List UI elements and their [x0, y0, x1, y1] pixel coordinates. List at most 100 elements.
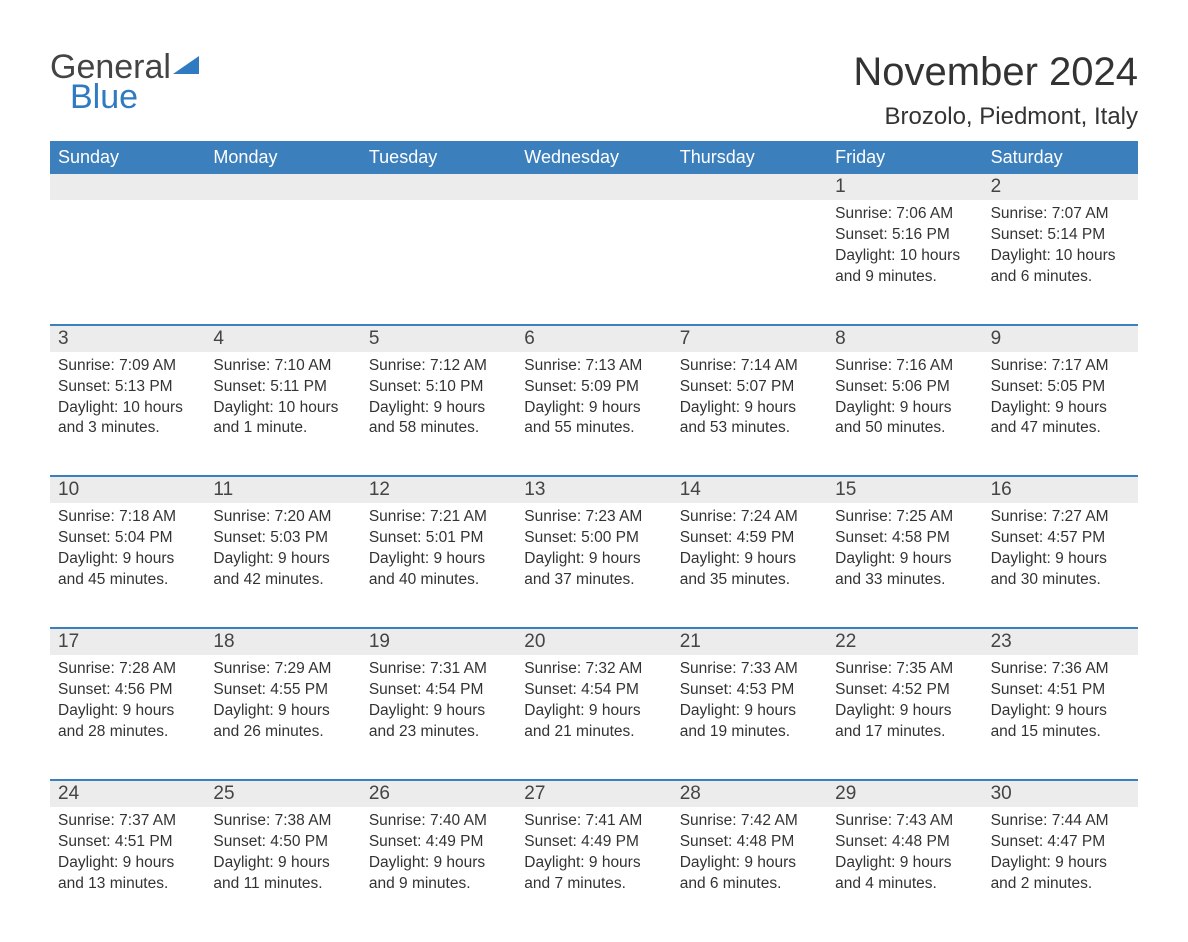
day-number: 28	[672, 781, 827, 807]
day-info-line: Sunrise: 7:27 AM	[991, 507, 1130, 528]
day-info-line: Sunrise: 7:17 AM	[991, 356, 1130, 377]
day-number	[361, 174, 516, 200]
day-info-line: Daylight: 9 hours	[524, 549, 663, 570]
header: General Blue November 2024 Brozolo, Pied…	[50, 50, 1138, 131]
day-header-cell: Saturday	[983, 141, 1138, 174]
day-info-line: Sunset: 5:05 PM	[991, 377, 1130, 398]
day-info-line: Sunrise: 7:25 AM	[835, 507, 974, 528]
day-info-line: Daylight: 10 hours	[991, 246, 1130, 267]
day-info-line: and 30 minutes.	[991, 570, 1130, 591]
day-number	[672, 174, 827, 200]
day-info-line: Daylight: 9 hours	[369, 398, 508, 419]
day-info-line: Daylight: 9 hours	[680, 549, 819, 570]
week-row: 10111213141516Sunrise: 7:18 AMSunset: 5:…	[50, 475, 1138, 599]
day-cell: Sunrise: 7:36 AMSunset: 4:51 PMDaylight:…	[983, 655, 1138, 751]
day-number: 29	[827, 781, 982, 807]
day-info-line: and 35 minutes.	[680, 570, 819, 591]
day-info-line: Sunrise: 7:16 AM	[835, 356, 974, 377]
day-info-line: Sunset: 5:07 PM	[680, 377, 819, 398]
day-info-line: Sunrise: 7:09 AM	[58, 356, 197, 377]
day-info-line: Daylight: 10 hours	[835, 246, 974, 267]
day-number: 10	[50, 477, 205, 503]
day-cell: Sunrise: 7:12 AMSunset: 5:10 PMDaylight:…	[361, 352, 516, 448]
day-number: 18	[205, 629, 360, 655]
day-info-line: Sunset: 4:53 PM	[680, 680, 819, 701]
day-info-line: Daylight: 9 hours	[213, 701, 352, 722]
day-info-line: Sunset: 5:16 PM	[835, 225, 974, 246]
day-info-line: and 15 minutes.	[991, 722, 1130, 743]
day-number: 7	[672, 326, 827, 352]
day-number: 27	[516, 781, 671, 807]
day-info-line: Sunrise: 7:33 AM	[680, 659, 819, 680]
day-cell	[516, 200, 671, 296]
day-info-line: Daylight: 9 hours	[991, 853, 1130, 874]
day-info-line: and 4 minutes.	[835, 874, 974, 895]
day-info-line: Sunset: 4:54 PM	[369, 680, 508, 701]
day-info-line: and 1 minute.	[213, 418, 352, 439]
day-info-line: Sunrise: 7:13 AM	[524, 356, 663, 377]
week-row: 12Sunrise: 7:06 AMSunset: 5:16 PMDayligh…	[50, 174, 1138, 296]
day-info-line: and 2 minutes.	[991, 874, 1130, 895]
day-info-line: Daylight: 9 hours	[524, 398, 663, 419]
day-info-line: Sunrise: 7:42 AM	[680, 811, 819, 832]
day-info-line: and 7 minutes.	[524, 874, 663, 895]
day-header-row: SundayMondayTuesdayWednesdayThursdayFrid…	[50, 141, 1138, 174]
day-info-line: Daylight: 9 hours	[835, 701, 974, 722]
day-info-line: Daylight: 9 hours	[835, 549, 974, 570]
day-cell: Sunrise: 7:21 AMSunset: 5:01 PMDaylight:…	[361, 503, 516, 599]
calendar: SundayMondayTuesdayWednesdayThursdayFrid…	[50, 141, 1138, 902]
day-info-line: Sunset: 4:48 PM	[680, 832, 819, 853]
day-header-cell: Wednesday	[516, 141, 671, 174]
day-info-line: Sunset: 5:13 PM	[58, 377, 197, 398]
day-info-line: Sunset: 5:00 PM	[524, 528, 663, 549]
day-info-line: and 40 minutes.	[369, 570, 508, 591]
day-info-line: and 53 minutes.	[680, 418, 819, 439]
day-info-line: Sunrise: 7:31 AM	[369, 659, 508, 680]
day-info-line: and 19 minutes.	[680, 722, 819, 743]
day-info-line: Daylight: 9 hours	[369, 853, 508, 874]
logo-flag-icon	[173, 56, 199, 74]
day-number: 2	[983, 174, 1138, 200]
month-title: November 2024	[853, 50, 1138, 95]
day-info-line: and 42 minutes.	[213, 570, 352, 591]
day-number: 12	[361, 477, 516, 503]
day-number: 11	[205, 477, 360, 503]
day-cell: Sunrise: 7:41 AMSunset: 4:49 PMDaylight:…	[516, 807, 671, 903]
day-number: 23	[983, 629, 1138, 655]
day-cell: Sunrise: 7:27 AMSunset: 4:57 PMDaylight:…	[983, 503, 1138, 599]
day-cell: Sunrise: 7:09 AMSunset: 5:13 PMDaylight:…	[50, 352, 205, 448]
day-info-line: and 6 minutes.	[991, 267, 1130, 288]
day-info-line: Daylight: 9 hours	[680, 398, 819, 419]
day-cell: Sunrise: 7:33 AMSunset: 4:53 PMDaylight:…	[672, 655, 827, 751]
day-number: 8	[827, 326, 982, 352]
day-info-line: Sunrise: 7:12 AM	[369, 356, 508, 377]
location-text: Brozolo, Piedmont, Italy	[853, 103, 1138, 131]
day-info-line: Daylight: 9 hours	[680, 701, 819, 722]
day-info-line: Sunrise: 7:38 AM	[213, 811, 352, 832]
day-cell: Sunrise: 7:14 AMSunset: 5:07 PMDaylight:…	[672, 352, 827, 448]
day-info-line: and 21 minutes.	[524, 722, 663, 743]
day-info-line: Daylight: 9 hours	[835, 853, 974, 874]
day-cell: Sunrise: 7:24 AMSunset: 4:59 PMDaylight:…	[672, 503, 827, 599]
day-info-line: and 28 minutes.	[58, 722, 197, 743]
day-number	[516, 174, 671, 200]
day-cell: Sunrise: 7:10 AMSunset: 5:11 PMDaylight:…	[205, 352, 360, 448]
day-info-line: Sunset: 4:58 PM	[835, 528, 974, 549]
day-info-line: Daylight: 9 hours	[835, 398, 974, 419]
day-info-line: Daylight: 9 hours	[58, 701, 197, 722]
day-info-line: Sunset: 4:55 PM	[213, 680, 352, 701]
day-info-line: Daylight: 9 hours	[991, 549, 1130, 570]
day-cell: Sunrise: 7:18 AMSunset: 5:04 PMDaylight:…	[50, 503, 205, 599]
day-info-line: and 55 minutes.	[524, 418, 663, 439]
day-number: 30	[983, 781, 1138, 807]
day-cell	[50, 200, 205, 296]
day-info-line: Daylight: 10 hours	[58, 398, 197, 419]
day-info-line: Sunrise: 7:20 AM	[213, 507, 352, 528]
day-cell	[205, 200, 360, 296]
day-cell: Sunrise: 7:20 AMSunset: 5:03 PMDaylight:…	[205, 503, 360, 599]
day-info-line: Sunrise: 7:06 AM	[835, 204, 974, 225]
day-info-line: and 58 minutes.	[369, 418, 508, 439]
day-cell: Sunrise: 7:28 AMSunset: 4:56 PMDaylight:…	[50, 655, 205, 751]
day-info-line: Sunrise: 7:07 AM	[991, 204, 1130, 225]
day-cell: Sunrise: 7:40 AMSunset: 4:49 PMDaylight:…	[361, 807, 516, 903]
